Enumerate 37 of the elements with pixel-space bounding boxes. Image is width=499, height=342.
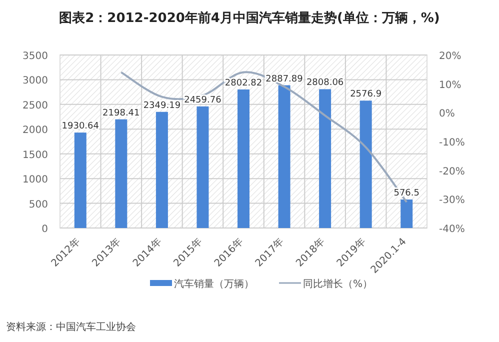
bar — [115, 119, 128, 228]
y-tick-label: 500 — [28, 199, 48, 210]
y2-tick-label: -10% — [439, 138, 465, 148]
y-tick-label: 2500 — [22, 100, 48, 112]
data-label: 2198.41 — [102, 108, 140, 118]
bar — [196, 106, 209, 228]
legend-label: 同比增长（%） — [303, 278, 373, 290]
y2-tick-label: 10% — [439, 80, 462, 91]
bar — [238, 89, 250, 228]
bar — [400, 200, 413, 228]
data-label: 2576.9 — [350, 90, 382, 100]
y2-tick-label: 20% — [439, 51, 462, 62]
y-tick-label: 0 — [42, 224, 48, 235]
bar — [360, 100, 372, 228]
y2-tick-label: -40% — [439, 224, 465, 235]
bar — [278, 85, 290, 228]
y-tick-label: 1000 — [22, 174, 48, 186]
data-label: 2349.19 — [143, 100, 181, 111]
y-tick-label: 2000 — [22, 125, 48, 136]
bar — [156, 112, 168, 228]
data-label: 2802.82 — [224, 78, 262, 88]
y2-tick-label: -20% — [439, 166, 465, 178]
data-label: 2808.06 — [306, 78, 344, 88]
y2-tick-label: -30% — [439, 195, 465, 206]
y2-tick-label: 0% — [439, 108, 455, 120]
data-label: 2887.89 — [266, 74, 304, 84]
data-label: 576.5 — [394, 188, 420, 199]
y-tick-label: 1500 — [22, 150, 48, 161]
y-tick-label: 3500 — [22, 51, 48, 62]
chart-title: 图表2：2012-2020年前4月中国汽车销量走势(单位：万辆，%) — [59, 10, 440, 26]
bar — [74, 132, 86, 228]
data-label: 1930.64 — [62, 122, 100, 132]
bar — [319, 89, 332, 228]
legend-label: 汽车销量（万辆） — [174, 278, 254, 290]
text: 资料来源：中国汽车工业协会 — [6, 321, 136, 333]
data-label: 2459.76 — [184, 95, 222, 106]
y-tick-label: 3000 — [22, 76, 48, 87]
